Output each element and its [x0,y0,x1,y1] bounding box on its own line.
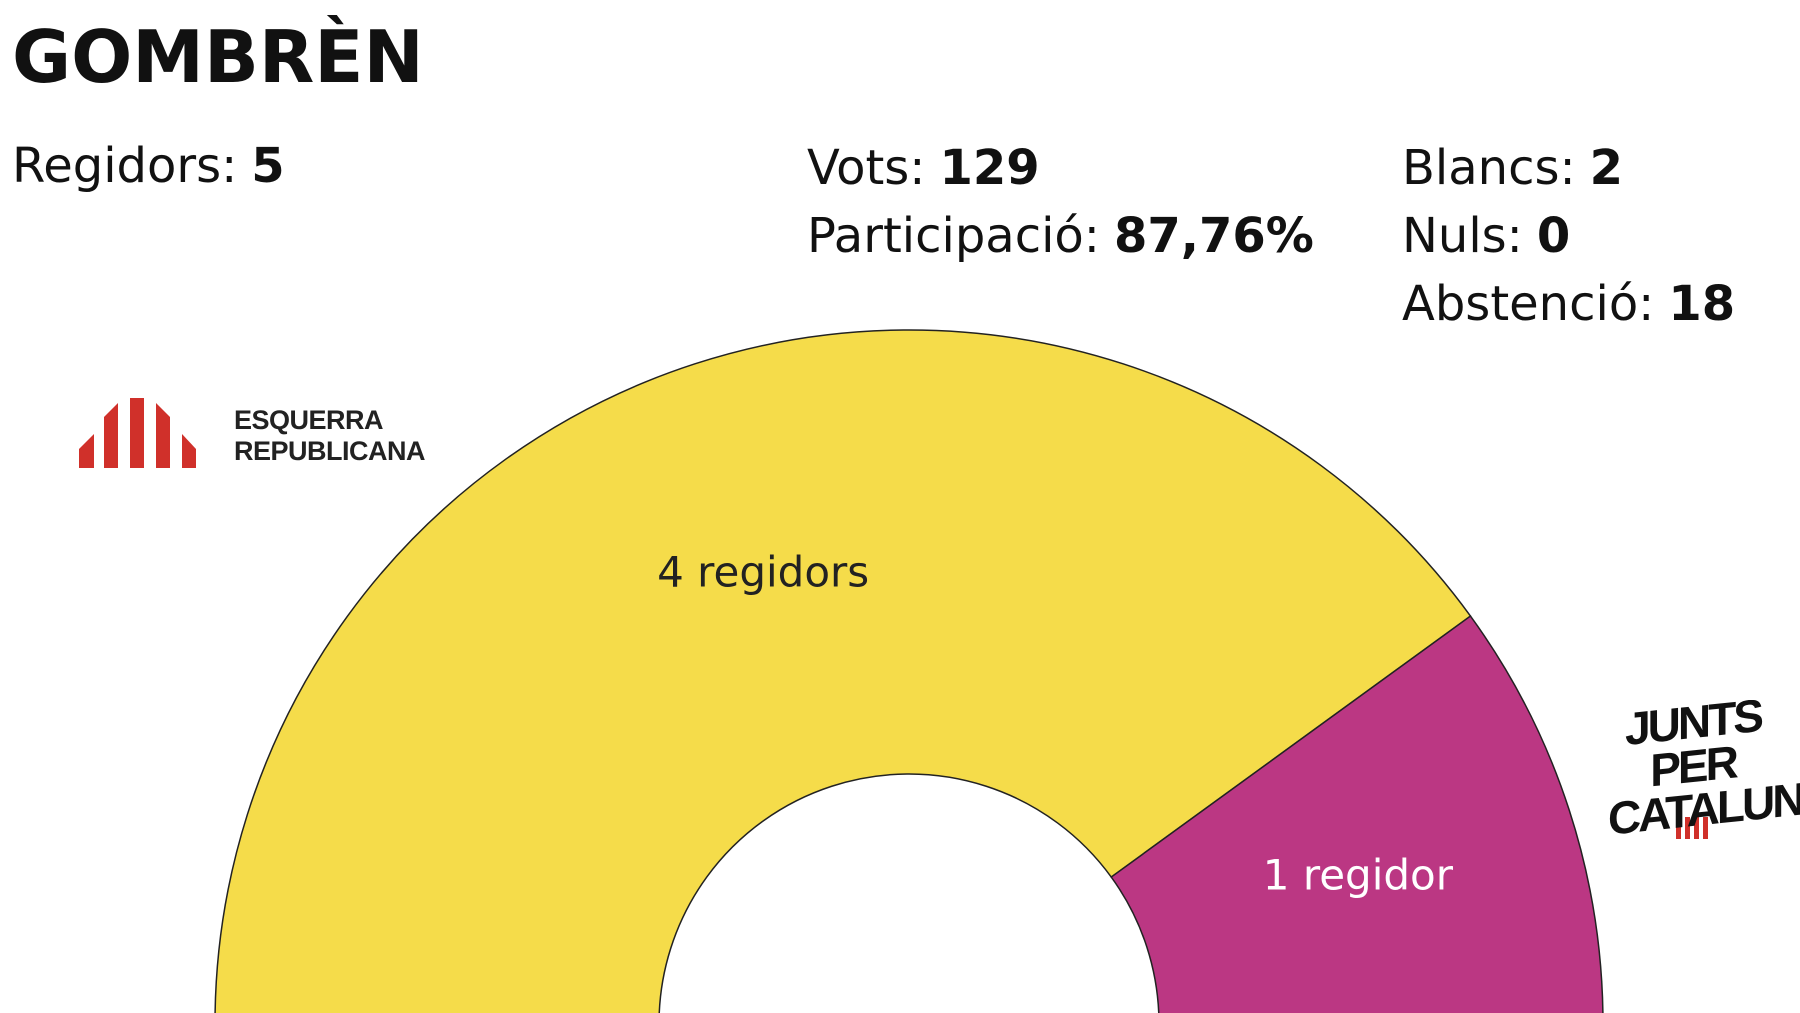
stat-value: 18 [1668,276,1735,332]
stat-value: 129 [939,140,1039,196]
junts-bars [1676,817,1708,839]
stat: Regidors: 5 [12,138,285,194]
stat-label: Abstenció: [1402,276,1654,332]
segment-label: 4 regidors [657,548,869,597]
party-logo: ESQUERRA REPUBLICANA [234,405,426,466]
stat-value: 87,76% [1114,208,1314,264]
stat-label: Vots: [807,140,925,196]
stat-label: Nuls: [1402,208,1523,264]
stat: Blancs: 2 [1402,140,1623,196]
stat-value: 2 [1590,140,1623,196]
segment [1110,615,1604,1013]
stat-label: Blancs: [1402,140,1576,196]
stat-value: 5 [251,138,284,194]
stat: Nuls: 0 [1402,208,1570,264]
erc-mark [79,398,196,468]
party-logo: JUNTS PER CATALUNYA [1608,700,1800,840]
chart-title: GOMBRÈN [12,15,424,99]
stat-label: Participació: [807,208,1100,264]
stat: Vots: 129 [807,140,1040,196]
stat: Abstenció: 18 [1402,276,1735,332]
stat: Participació: 87,76% [807,208,1314,264]
party-name: ESQUERRA REPUBLICANA [234,405,426,466]
stat-value: 0 [1537,208,1570,264]
stat-label: Regidors: [12,138,237,194]
party-name: JUNTS PER CATALUNYA [1608,700,1800,840]
segment-label: 1 regidor [1263,851,1454,900]
segment [214,329,1472,1013]
